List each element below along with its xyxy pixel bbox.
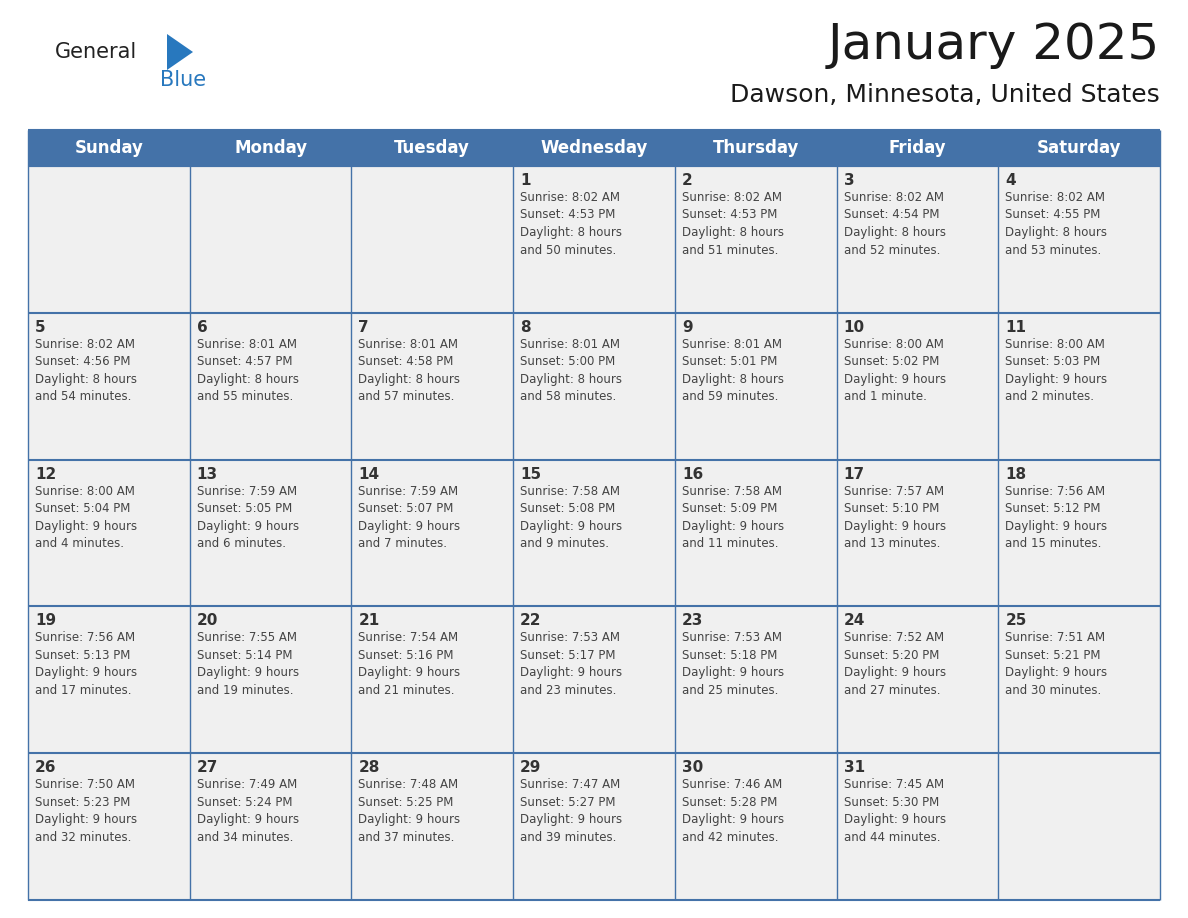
Text: Sunrise: 7:53 AM
Sunset: 5:18 PM
Daylight: 9 hours
and 25 minutes.: Sunrise: 7:53 AM Sunset: 5:18 PM Dayligh… (682, 632, 784, 697)
Text: Sunrise: 7:52 AM
Sunset: 5:20 PM
Daylight: 9 hours
and 27 minutes.: Sunrise: 7:52 AM Sunset: 5:20 PM Dayligh… (843, 632, 946, 697)
Text: Friday: Friday (889, 139, 946, 157)
Text: 29: 29 (520, 760, 542, 775)
Text: 19: 19 (34, 613, 56, 629)
Text: 17: 17 (843, 466, 865, 482)
Text: 21: 21 (359, 613, 380, 629)
Bar (29, 460, 1159, 607)
Bar (29, 313, 1159, 460)
Text: 4: 4 (1005, 173, 1016, 188)
Bar (29, 607, 1159, 753)
Text: Sunrise: 7:55 AM
Sunset: 5:14 PM
Daylight: 9 hours
and 19 minutes.: Sunrise: 7:55 AM Sunset: 5:14 PM Dayligh… (197, 632, 299, 697)
Text: 30: 30 (682, 760, 703, 775)
Text: Sunrise: 7:50 AM
Sunset: 5:23 PM
Daylight: 9 hours
and 32 minutes.: Sunrise: 7:50 AM Sunset: 5:23 PM Dayligh… (34, 778, 137, 844)
Text: Sunrise: 7:54 AM
Sunset: 5:16 PM
Daylight: 9 hours
and 21 minutes.: Sunrise: 7:54 AM Sunset: 5:16 PM Dayligh… (359, 632, 461, 697)
Text: January 2025: January 2025 (828, 21, 1159, 69)
Text: 12: 12 (34, 466, 56, 482)
Text: Sunrise: 7:45 AM
Sunset: 5:30 PM
Daylight: 9 hours
and 44 minutes.: Sunrise: 7:45 AM Sunset: 5:30 PM Dayligh… (843, 778, 946, 844)
Text: 20: 20 (197, 613, 219, 629)
Text: Sunrise: 7:59 AM
Sunset: 5:05 PM
Daylight: 9 hours
and 6 minutes.: Sunrise: 7:59 AM Sunset: 5:05 PM Dayligh… (197, 485, 299, 550)
Text: Monday: Monday (234, 139, 308, 157)
Text: 31: 31 (843, 760, 865, 775)
Text: 1: 1 (520, 173, 531, 188)
Text: Sunrise: 8:00 AM
Sunset: 5:02 PM
Daylight: 9 hours
and 1 minute.: Sunrise: 8:00 AM Sunset: 5:02 PM Dayligh… (843, 338, 946, 403)
Text: 25: 25 (1005, 613, 1026, 629)
Text: Sunrise: 7:57 AM
Sunset: 5:10 PM
Daylight: 9 hours
and 13 minutes.: Sunrise: 7:57 AM Sunset: 5:10 PM Dayligh… (843, 485, 946, 550)
Text: 15: 15 (520, 466, 542, 482)
Text: 26: 26 (34, 760, 57, 775)
Text: 8: 8 (520, 319, 531, 335)
Text: Sunrise: 7:59 AM
Sunset: 5:07 PM
Daylight: 9 hours
and 7 minutes.: Sunrise: 7:59 AM Sunset: 5:07 PM Dayligh… (359, 485, 461, 550)
Text: General: General (55, 42, 138, 62)
Text: Sunday: Sunday (75, 139, 144, 157)
Text: Saturday: Saturday (1037, 139, 1121, 157)
Bar (29, 130, 1159, 166)
Text: 16: 16 (682, 466, 703, 482)
Text: 18: 18 (1005, 466, 1026, 482)
Text: 23: 23 (682, 613, 703, 629)
Text: Sunrise: 7:53 AM
Sunset: 5:17 PM
Daylight: 9 hours
and 23 minutes.: Sunrise: 7:53 AM Sunset: 5:17 PM Dayligh… (520, 632, 623, 697)
Text: Sunrise: 7:58 AM
Sunset: 5:09 PM
Daylight: 9 hours
and 11 minutes.: Sunrise: 7:58 AM Sunset: 5:09 PM Dayligh… (682, 485, 784, 550)
Text: 11: 11 (1005, 319, 1026, 335)
Text: Sunrise: 8:02 AM
Sunset: 4:53 PM
Daylight: 8 hours
and 51 minutes.: Sunrise: 8:02 AM Sunset: 4:53 PM Dayligh… (682, 191, 784, 256)
Text: Sunrise: 7:46 AM
Sunset: 5:28 PM
Daylight: 9 hours
and 42 minutes.: Sunrise: 7:46 AM Sunset: 5:28 PM Dayligh… (682, 778, 784, 844)
Text: Sunrise: 7:56 AM
Sunset: 5:13 PM
Daylight: 9 hours
and 17 minutes.: Sunrise: 7:56 AM Sunset: 5:13 PM Dayligh… (34, 632, 137, 697)
Text: 28: 28 (359, 760, 380, 775)
Text: 27: 27 (197, 760, 219, 775)
Bar (29, 166, 1159, 313)
Text: Sunrise: 7:56 AM
Sunset: 5:12 PM
Daylight: 9 hours
and 15 minutes.: Sunrise: 7:56 AM Sunset: 5:12 PM Dayligh… (1005, 485, 1107, 550)
Text: Sunrise: 8:01 AM
Sunset: 5:01 PM
Daylight: 8 hours
and 59 minutes.: Sunrise: 8:01 AM Sunset: 5:01 PM Dayligh… (682, 338, 784, 403)
Text: 5: 5 (34, 319, 45, 335)
Text: Blue: Blue (160, 70, 207, 90)
Text: Sunrise: 8:00 AM
Sunset: 5:03 PM
Daylight: 9 hours
and 2 minutes.: Sunrise: 8:00 AM Sunset: 5:03 PM Dayligh… (1005, 338, 1107, 403)
Text: Sunrise: 8:02 AM
Sunset: 4:54 PM
Daylight: 8 hours
and 52 minutes.: Sunrise: 8:02 AM Sunset: 4:54 PM Dayligh… (843, 191, 946, 256)
Text: Sunrise: 7:47 AM
Sunset: 5:27 PM
Daylight: 9 hours
and 39 minutes.: Sunrise: 7:47 AM Sunset: 5:27 PM Dayligh… (520, 778, 623, 844)
Bar (29, 753, 1159, 900)
Text: Sunrise: 7:58 AM
Sunset: 5:08 PM
Daylight: 9 hours
and 9 minutes.: Sunrise: 7:58 AM Sunset: 5:08 PM Dayligh… (520, 485, 623, 550)
Text: 13: 13 (197, 466, 217, 482)
Text: Thursday: Thursday (713, 139, 798, 157)
Text: Sunrise: 8:00 AM
Sunset: 5:04 PM
Daylight: 9 hours
and 4 minutes.: Sunrise: 8:00 AM Sunset: 5:04 PM Dayligh… (34, 485, 137, 550)
Text: Sunrise: 8:02 AM
Sunset: 4:56 PM
Daylight: 8 hours
and 54 minutes.: Sunrise: 8:02 AM Sunset: 4:56 PM Dayligh… (34, 338, 137, 403)
Text: Sunrise: 7:49 AM
Sunset: 5:24 PM
Daylight: 9 hours
and 34 minutes.: Sunrise: 7:49 AM Sunset: 5:24 PM Dayligh… (197, 778, 299, 844)
Text: 24: 24 (843, 613, 865, 629)
Text: 6: 6 (197, 319, 208, 335)
Text: Sunrise: 7:48 AM
Sunset: 5:25 PM
Daylight: 9 hours
and 37 minutes.: Sunrise: 7:48 AM Sunset: 5:25 PM Dayligh… (359, 778, 461, 844)
Text: Sunrise: 7:51 AM
Sunset: 5:21 PM
Daylight: 9 hours
and 30 minutes.: Sunrise: 7:51 AM Sunset: 5:21 PM Dayligh… (1005, 632, 1107, 697)
Text: Dawson, Minnesota, United States: Dawson, Minnesota, United States (731, 83, 1159, 107)
Text: Sunrise: 8:01 AM
Sunset: 4:58 PM
Daylight: 8 hours
and 57 minutes.: Sunrise: 8:01 AM Sunset: 4:58 PM Dayligh… (359, 338, 461, 403)
Polygon shape (168, 34, 192, 70)
Text: 9: 9 (682, 319, 693, 335)
Text: 2: 2 (682, 173, 693, 188)
Text: 14: 14 (359, 466, 379, 482)
Text: 10: 10 (843, 319, 865, 335)
Text: Sunrise: 8:01 AM
Sunset: 4:57 PM
Daylight: 8 hours
and 55 minutes.: Sunrise: 8:01 AM Sunset: 4:57 PM Dayligh… (197, 338, 298, 403)
Text: Sunrise: 8:01 AM
Sunset: 5:00 PM
Daylight: 8 hours
and 58 minutes.: Sunrise: 8:01 AM Sunset: 5:00 PM Dayligh… (520, 338, 623, 403)
Text: Tuesday: Tuesday (394, 139, 470, 157)
Text: 7: 7 (359, 319, 369, 335)
Text: Sunrise: 8:02 AM
Sunset: 4:53 PM
Daylight: 8 hours
and 50 minutes.: Sunrise: 8:02 AM Sunset: 4:53 PM Dayligh… (520, 191, 623, 256)
Text: 22: 22 (520, 613, 542, 629)
Text: Wednesday: Wednesday (541, 139, 647, 157)
Text: Sunrise: 8:02 AM
Sunset: 4:55 PM
Daylight: 8 hours
and 53 minutes.: Sunrise: 8:02 AM Sunset: 4:55 PM Dayligh… (1005, 191, 1107, 256)
Text: 3: 3 (843, 173, 854, 188)
